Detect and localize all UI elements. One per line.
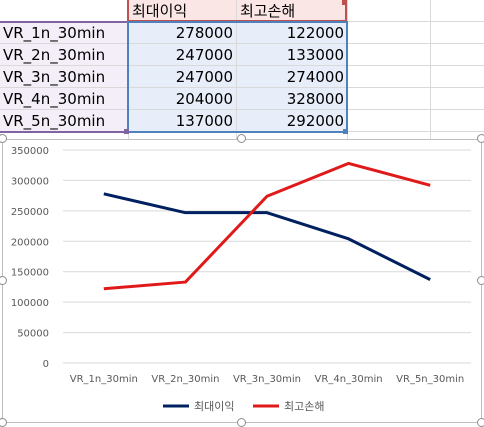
x-tick-label: VR_4n_30min <box>315 374 383 385</box>
max-loss-cell[interactable]: 292000 <box>286 112 344 130</box>
chart-resize-handle[interactable] <box>477 276 484 285</box>
row-label-cell[interactable]: VR_3n_30min <box>3 68 106 86</box>
sheet-row <box>0 88 484 110</box>
category-highlight <box>0 21 129 133</box>
spreadsheet: 최대이익 최고손해 VR_1n_30min 278000 122000 VR_2… <box>0 0 484 140</box>
x-tick-label: VR_1n_30min <box>70 374 138 385</box>
chart-resize-handle[interactable] <box>477 418 484 427</box>
legend-label: 최대이익 <box>194 400 234 413</box>
header-cell-max-loss[interactable]: 최고손해 <box>240 2 296 20</box>
max-loss-cell[interactable]: 274000 <box>286 68 344 86</box>
column-divider <box>236 0 237 140</box>
values-highlight <box>127 21 348 133</box>
highlight-resize-handle[interactable] <box>343 129 348 134</box>
sheet-row <box>0 22 484 44</box>
x-tick-label: VR_5n_30min <box>396 374 464 385</box>
max-loss-cell[interactable]: 328000 <box>286 90 344 108</box>
y-tick-label: 50000 <box>17 329 49 340</box>
chart-resize-handle[interactable] <box>237 134 246 143</box>
max-profit-cell[interactable]: 278000 <box>175 24 233 42</box>
y-tick-label: 100000 <box>11 298 49 309</box>
max-profit-cell[interactable]: 247000 <box>175 46 233 64</box>
x-tick-label: VR_2n_30min <box>151 374 219 385</box>
legend-label: 최고손해 <box>284 399 324 413</box>
highlight-resize-handle[interactable] <box>124 129 129 134</box>
sheet-row <box>0 66 484 88</box>
highlight-resize-handle[interactable] <box>342 0 347 5</box>
chart-resize-handle[interactable] <box>0 134 7 143</box>
y-tick-label: 350000 <box>11 146 49 157</box>
series-line <box>103 161 431 291</box>
y-tick-label: 150000 <box>11 268 49 279</box>
chart-resize-handle[interactable] <box>0 276 7 285</box>
series-line <box>103 192 431 281</box>
chart-resize-handle[interactable] <box>0 418 7 427</box>
max-profit-cell[interactable]: 137000 <box>175 112 233 130</box>
label-range-fill <box>0 22 128 132</box>
line-chart[interactable]: 0 50000 100000 150000 200000 250000 300000 3500… <box>2 139 482 423</box>
chart-plot: 0 50000 100000 150000 200000 250000 300000 3500… <box>11 146 471 413</box>
column-divider <box>430 0 431 140</box>
chart-resize-handle[interactable] <box>237 418 246 427</box>
series-name-highlight <box>127 0 347 22</box>
row-label-cell[interactable]: VR_5n_30min <box>3 112 106 130</box>
max-profit-cell[interactable]: 204000 <box>175 90 233 108</box>
row-label-cell[interactable]: VR_4n_30min <box>3 90 106 108</box>
max-loss-cell[interactable]: 122000 <box>286 24 344 42</box>
sheet-row <box>0 44 484 66</box>
y-tick-label: 300000 <box>11 176 49 187</box>
max-loss-cell[interactable]: 133000 <box>286 46 344 64</box>
header-cell-max-profit[interactable]: 최대이익 <box>132 2 188 20</box>
header-range-fill <box>129 0 347 21</box>
data-range-fill <box>129 22 347 132</box>
max-profit-cell[interactable]: 247000 <box>175 68 233 86</box>
x-tick-label: VR_3n_30min <box>233 374 301 385</box>
row-label-cell[interactable]: VR_2n_30min <box>3 46 106 64</box>
y-tick-label: 0 <box>43 359 49 370</box>
chart-resize-handle[interactable] <box>477 134 484 143</box>
y-tick-label: 200000 <box>11 237 49 248</box>
row-label-cell[interactable]: VR_1n_30min <box>3 24 106 42</box>
y-tick-label: 250000 <box>11 207 49 218</box>
